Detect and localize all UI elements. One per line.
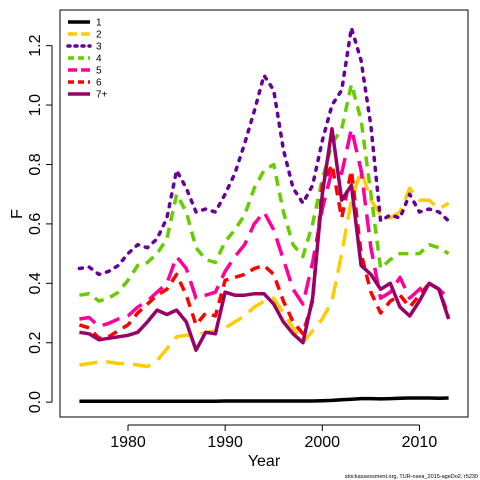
series-lines <box>77 26 451 404</box>
x-tick-label: 2010 <box>402 434 438 451</box>
series-line-2 <box>79 168 450 369</box>
legend-label: 6 <box>96 78 102 89</box>
series-line-7plus <box>79 127 451 352</box>
plot-frame <box>59 9 469 418</box>
x-axis-title: Year <box>248 453 281 470</box>
y-tick-label: 1.2 <box>27 34 44 56</box>
series-line-3 <box>77 26 451 277</box>
x-tick-label: 2000 <box>304 434 340 451</box>
series-line-1 <box>79 396 449 404</box>
series-line-4 <box>79 82 450 303</box>
legend-label: 2 <box>96 30 102 41</box>
legend-label: 1 <box>96 18 102 29</box>
x-tick-label: 1980 <box>110 434 146 451</box>
y-axis-title: F <box>9 209 26 219</box>
y-tick-label: 0.4 <box>27 272 44 294</box>
legend-label: 5 <box>96 66 102 77</box>
y-tick-label: 1.0 <box>27 94 44 116</box>
y-tick-label: 0.2 <box>27 332 44 354</box>
y-tick-label: 0.6 <box>27 213 44 235</box>
series-line-6 <box>78 162 451 341</box>
x-tick-label: 1990 <box>207 434 243 451</box>
y-tick-label: 0.8 <box>27 153 44 175</box>
legend-label: 7+ <box>96 90 108 101</box>
legend-label: 4 <box>96 54 102 65</box>
y-tick-label: 0.0 <box>27 391 44 413</box>
x-axis: 1980 1990 2000 2010 <box>110 424 438 451</box>
y-axis: 0.0 0.2 0.4 0.6 0.8 1.0 1.2 <box>27 34 53 413</box>
legend-label: 3 <box>96 42 102 53</box>
footer-credit: stockassessment.org, TUR-nsea_2015-ageDo… <box>345 474 478 480</box>
series-line-5 <box>79 127 450 329</box>
